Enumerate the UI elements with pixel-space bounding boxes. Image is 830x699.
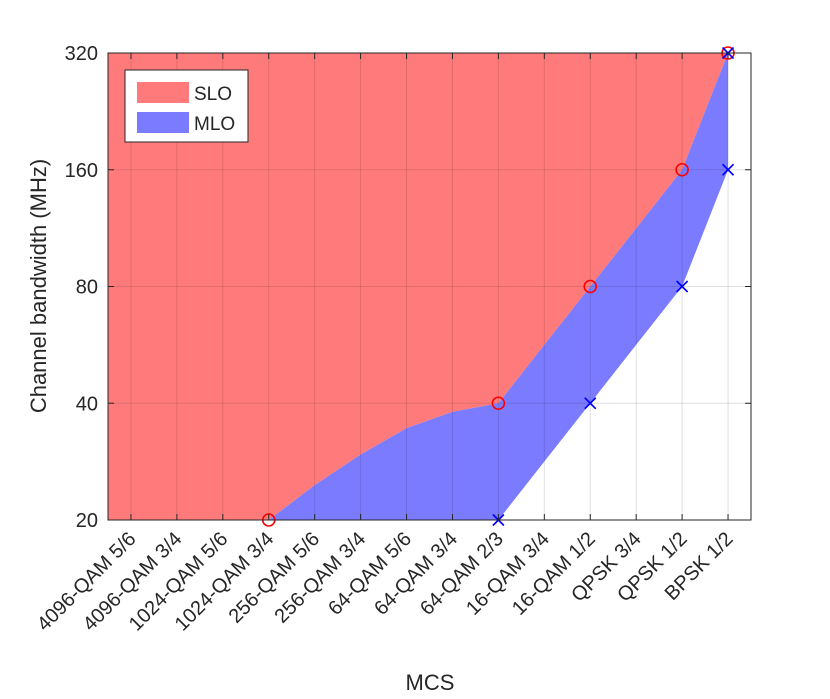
slo-marker [675,162,689,177]
mlo-marker [584,397,597,410]
mlo-marker [721,163,735,176]
legend-swatch-mlo [137,112,189,133]
slo-marker [491,396,506,411]
y-tick-label: 80 [76,277,98,299]
mlo-marker [676,280,689,293]
mlo-area [268,53,729,520]
y-tick-label: 20 [76,510,98,532]
y-tick-label: 40 [76,393,98,415]
legend-label-mlo: MLO [194,114,235,135]
legend-label-slo: SLO [194,84,232,105]
axes [107,52,752,521]
legend-swatch-slo [137,82,189,103]
slo-marker [583,279,598,294]
legend: SLO MLO [124,69,249,143]
x-axis-label: MCS [406,670,455,695]
slo-area [108,53,729,520]
y-axis-label: Channel bandwidth (MHz) [26,159,51,413]
plot-fills [108,53,729,520]
y-tick-label: 320 [65,43,98,65]
y-tick-labels: 20 40 80 160 320 [65,43,98,532]
y-tick-label: 160 [65,160,98,182]
